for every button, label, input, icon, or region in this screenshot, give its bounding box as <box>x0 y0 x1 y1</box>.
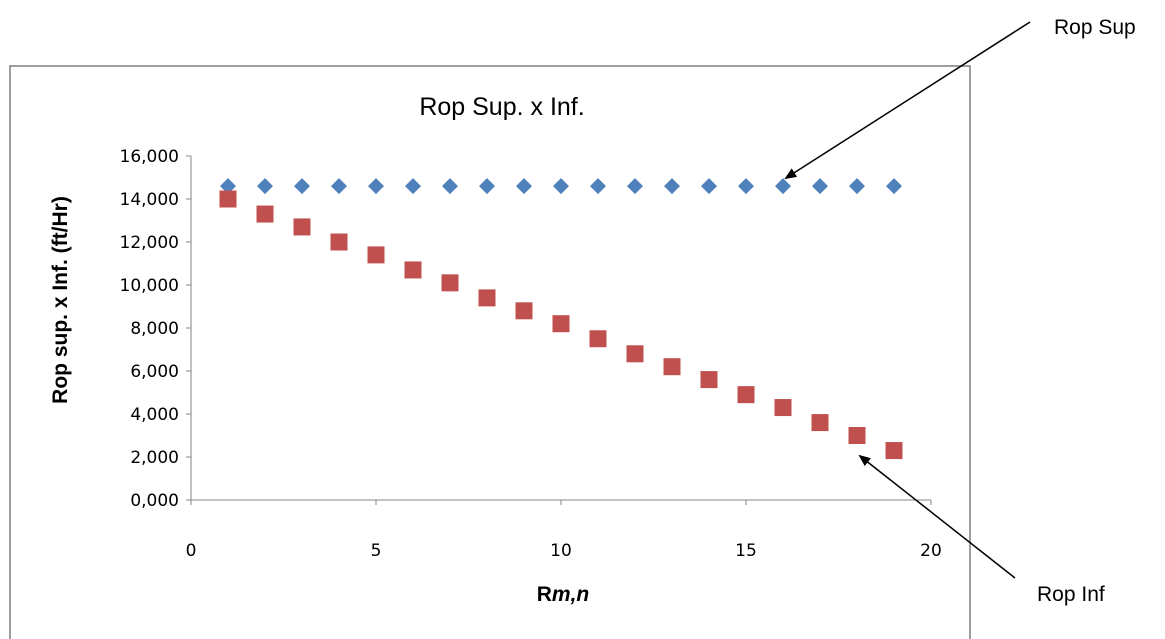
y-tick-label: 6,000 <box>130 362 179 382</box>
rop-inf-point <box>367 246 385 264</box>
rop-inf-point <box>478 289 496 307</box>
y-tick-label: 2,000 <box>130 448 179 468</box>
rop-inf-point <box>848 427 866 444</box>
y-tick-label: 14,000 <box>120 190 179 210</box>
rop-sup-point <box>294 178 310 195</box>
callout-rop-inf: Rop Inf <box>1037 583 1105 606</box>
rop-inf-point <box>811 414 829 432</box>
rop-inf-point <box>885 442 903 460</box>
rop-sup-point <box>368 178 384 195</box>
x-axis-label-main: R <box>537 583 552 606</box>
rop-inf-point <box>441 274 459 292</box>
rop-inf-point <box>700 371 718 389</box>
rop-sup-point <box>738 178 754 195</box>
x-tick-label: 10 <box>550 541 572 561</box>
x-tick-group: 0 5 10 15 20 <box>186 500 942 561</box>
x-axis-label-sub: m,n <box>552 583 589 606</box>
rop-inf-point <box>330 233 348 251</box>
rop-sup-point <box>775 178 791 195</box>
arrow-rop-sup <box>784 21 1031 180</box>
rop-inf-point <box>737 386 755 404</box>
rop-inf-point <box>774 399 792 417</box>
rop-sup-point <box>553 178 569 195</box>
rop-sup-point <box>331 178 347 195</box>
rop-sup-point <box>590 178 606 195</box>
y-tick-label: 8,000 <box>130 319 179 339</box>
rop-sup-point <box>257 178 273 195</box>
callout-rop-sup: Rop Sup <box>1054 16 1136 39</box>
chart-title: Rop Sup. x Inf. <box>419 93 584 121</box>
x-tick-label: 0 <box>186 541 197 561</box>
rop-sup-point <box>849 178 865 195</box>
chart-frame <box>9 65 971 639</box>
rop-inf-point <box>663 358 681 376</box>
y-axis-label: Rop sup. x Inf. (ft/Hr) <box>49 196 72 404</box>
rop-sup-point <box>479 178 495 195</box>
rop-inf-point <box>626 345 644 363</box>
rop-inf-point <box>589 330 607 348</box>
series-group <box>219 178 903 460</box>
rop-sup-point <box>886 178 902 195</box>
y-tick-label: 4,000 <box>130 405 179 425</box>
x-axis-label: Rm,n <box>537 583 590 606</box>
y-tick-group: 0,000 2,000 4,000 6,000 8,000 10,000 12,000 14,… <box>120 147 191 511</box>
rop-sup-point <box>664 178 680 195</box>
rop-sup-point <box>220 178 236 195</box>
rop-sup-point <box>516 178 532 195</box>
rop-inf-point <box>515 302 533 320</box>
arrow-rop-inf <box>858 454 1016 579</box>
rop-sup-point <box>701 178 717 195</box>
rop-sup-point <box>442 178 458 195</box>
rop-inf-point <box>552 315 570 333</box>
y-tick-label: 0,000 <box>130 491 179 511</box>
rop-sup-point <box>627 178 643 195</box>
y-tick-label: 12,000 <box>120 233 179 253</box>
y-tick-label: 16,000 <box>120 147 179 167</box>
rop-inf-point <box>256 205 274 223</box>
rop-sup-point <box>405 178 421 195</box>
rop-inf-point <box>404 261 422 279</box>
x-tick-label: 5 <box>371 541 382 561</box>
rop-inf-point <box>293 218 311 236</box>
rop-sup-point <box>812 178 828 195</box>
x-tick-label: 20 <box>920 541 942 561</box>
rop-inf-point <box>219 190 237 208</box>
x-tick-label: 15 <box>735 541 757 561</box>
y-tick-label: 10,000 <box>120 276 179 296</box>
